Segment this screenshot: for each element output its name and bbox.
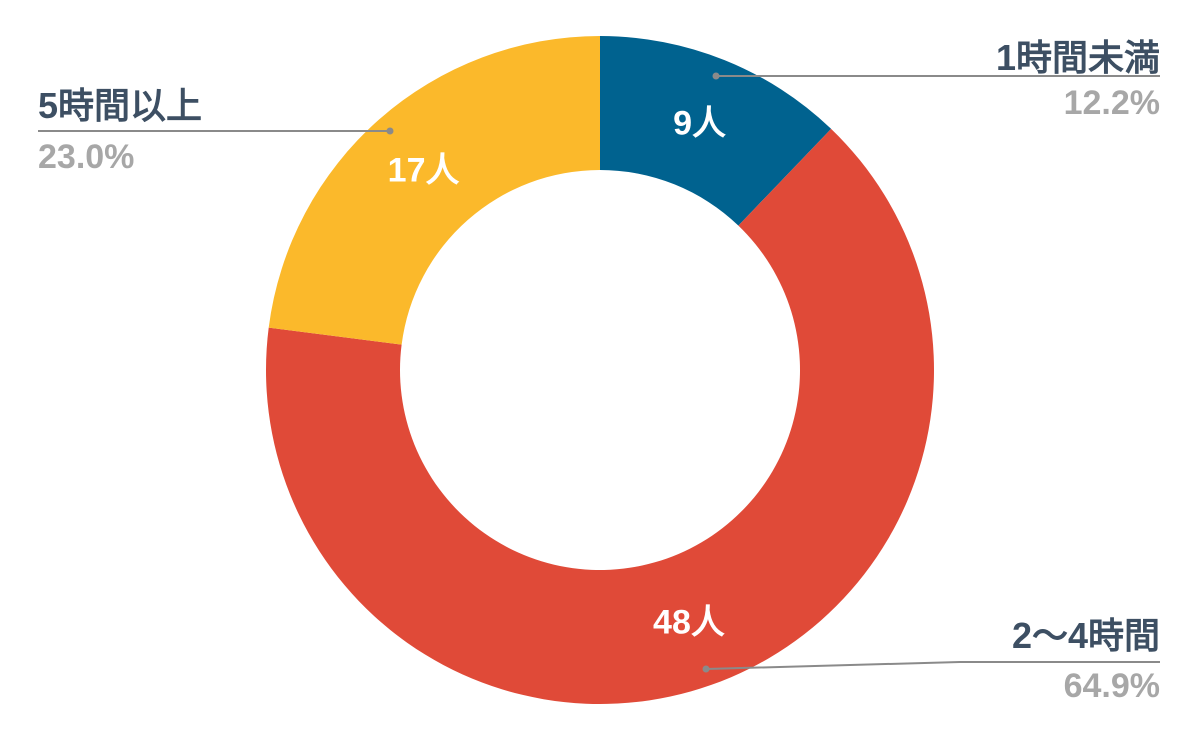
category-label-2: 2～4時間 bbox=[1012, 615, 1160, 656]
labels-layer: 9人 1時間未満 12.2% 48人 2～4時間 64.9% 17人 5時間以上 23.0% bbox=[38, 37, 1160, 705]
percent-label-1: 12.2% bbox=[1064, 84, 1160, 122]
percent-label-2: 64.9% bbox=[1064, 667, 1160, 705]
leader-line-2 bbox=[705, 661, 1160, 670]
leaders-layer bbox=[38, 72, 1160, 673]
percent-label-3: 23.0% bbox=[38, 138, 134, 176]
slice-1 bbox=[600, 36, 832, 226]
slice-value-label-1: 9人 bbox=[673, 104, 726, 142]
slices-layer bbox=[266, 36, 935, 705]
slice-value-label-2: 48人 bbox=[653, 604, 725, 642]
slice-3 bbox=[268, 36, 600, 345]
category-label-1: 1時間未満 bbox=[996, 37, 1160, 78]
slice-2 bbox=[266, 128, 935, 705]
category-label-3: 5時間以上 bbox=[38, 85, 202, 126]
slice-value-label-3: 17人 bbox=[388, 152, 460, 190]
